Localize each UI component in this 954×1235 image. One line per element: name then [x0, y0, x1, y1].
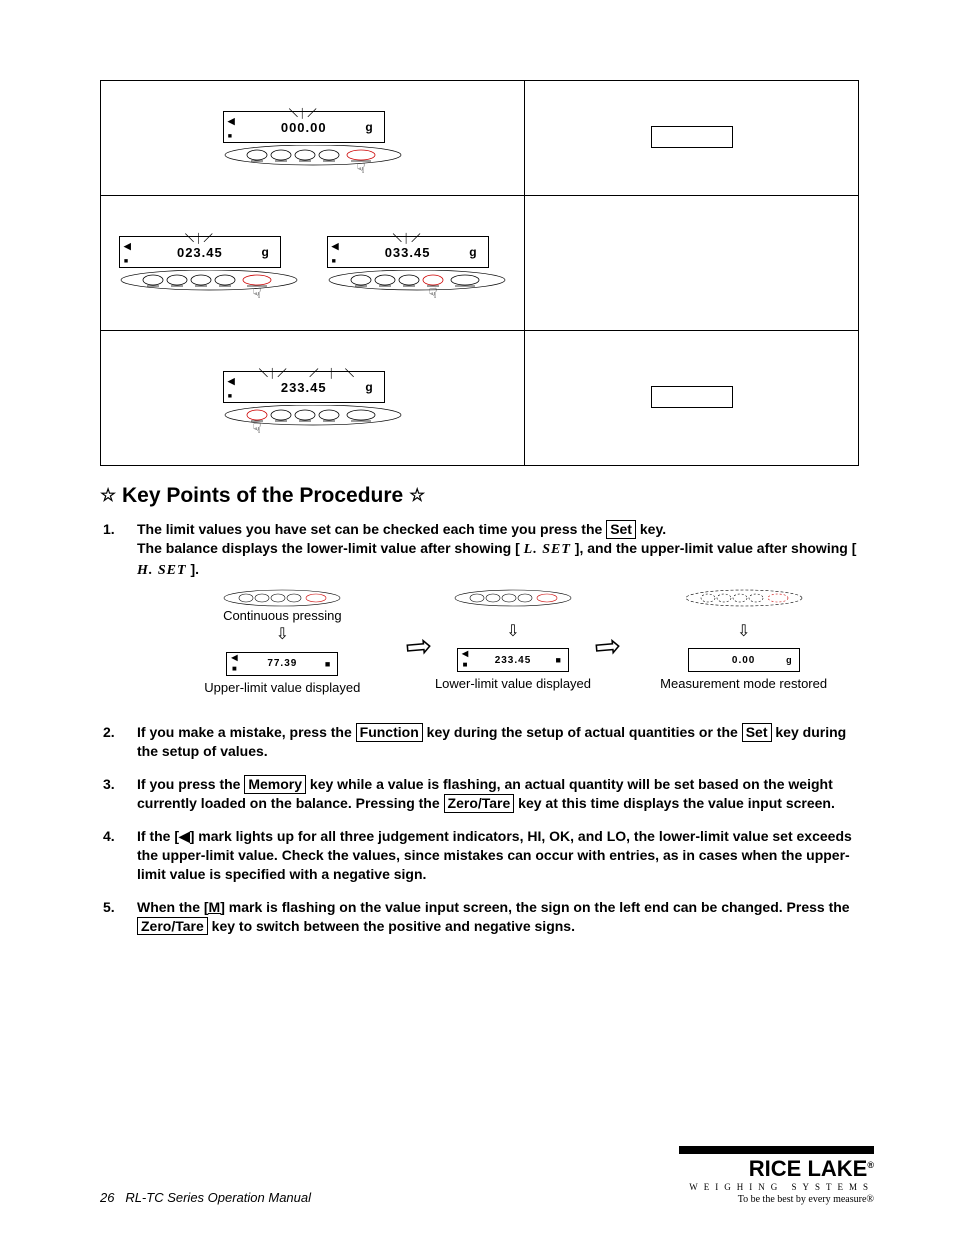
procedure-table: ◀ ＼│／ 000.00 g ■ [100, 80, 859, 466]
lcd-unit: g [365, 120, 373, 134]
lcd-value: 233.45 [495, 654, 532, 668]
text: If you make a mistake, press the [137, 724, 356, 740]
memory-key-label: Memory [244, 775, 306, 794]
button-row-2a: ☟ [119, 270, 299, 290]
text: ]. [187, 561, 199, 577]
page-footer: 26 RL-TC Series Operation Manual RICE LA… [100, 1146, 874, 1205]
brand-name: RICE LAKE® [679, 1156, 874, 1182]
keypoints-list: 1. The limit values you have set can be … [103, 520, 859, 935]
brand-tagline: To be the best by every measure® [679, 1194, 874, 1205]
list-number: 1. [103, 520, 137, 709]
diagram-cell-2: ◀ ＼│／ 023.45 g ■ [101, 196, 525, 331]
text: When the [137, 899, 204, 915]
mini-lcd-2: ◀■ 233.45 ■ [457, 648, 569, 672]
lcd-display-3: ◀ ＼│／ ／ │ ＼ 233.45 g ■ [223, 371, 385, 403]
text: ], and the upper-limit value after showi… [571, 540, 856, 556]
down-arrow-icon: ⇩ [654, 621, 834, 643]
mini-lcd-3: 0.00 g [688, 648, 800, 672]
zerotare-key-label: Zero/Tare [137, 917, 208, 936]
text: The balance displays the lower-limit val… [137, 540, 524, 556]
press-label: Continuous pressing [192, 607, 372, 625]
label-box-3 [651, 386, 733, 408]
svg-text:☟: ☟ [428, 285, 437, 298]
function-key-label: Function [356, 723, 423, 742]
text: If the [◀] mark lights up for all three … [137, 827, 859, 884]
button-row-1: ☟ [223, 145, 403, 165]
tri-figure: Continuous pressing ⇩ ◀■ 77.39 ■ Upper-l… [167, 589, 859, 696]
set-key-label: Set [742, 723, 772, 742]
text: If you press the [137, 776, 244, 792]
tri-col-1: Continuous pressing ⇩ ◀■ 77.39 ■ Upper-l… [192, 589, 372, 696]
tri-col-3: ⇩ 0.00 g Measurement mode restored [654, 589, 834, 692]
text: key during the setup of actual quantitie… [423, 724, 742, 740]
page: ◀ ＼│／ 000.00 g ■ [0, 0, 954, 1235]
lcd-unit: g [262, 245, 270, 259]
brand-bar [679, 1146, 874, 1154]
lcd-value: 0.00 [732, 654, 755, 668]
text: The limit values you have set can be che… [137, 521, 606, 537]
button-row-3: ☟ [223, 405, 403, 425]
caption-2: Lower-limit value displayed [423, 676, 603, 692]
m-mark-label: [M] [204, 899, 225, 915]
lcd-value: 033.45 [385, 245, 431, 260]
doc-name: RL-TC Series Operation Manual [125, 1190, 311, 1205]
brand-block: RICE LAKE® WEIGHING SYSTEMS To be the be… [679, 1146, 874, 1205]
label-cell-2 [525, 196, 859, 331]
lcd-unit: g [786, 654, 793, 666]
diagram-cell-3: ◀ ＼│／ ／ │ ＼ 233.45 g ■ [101, 331, 525, 466]
lset-label: L. SET [524, 542, 571, 557]
down-arrow-icon: ⇩ [192, 624, 372, 646]
page-number: 26 [100, 1190, 114, 1205]
lcd-value: 000.00 [281, 120, 327, 135]
lcd-value: 023.45 [177, 245, 223, 260]
mini-lcd-1: ◀■ 77.39 ■ [226, 652, 338, 676]
diagram-cell-1: ◀ ＼│／ 000.00 g ■ [101, 81, 525, 196]
footer-doc-title: 26 RL-TC Series Operation Manual [100, 1190, 311, 1205]
lcd-display-2a: ◀ ＼│／ 023.45 g ■ [119, 236, 281, 268]
button-row-2b: ☟ [327, 270, 507, 290]
text: mark is flashing on the value input scre… [225, 899, 850, 915]
text: key to switch between the positive and n… [208, 918, 575, 934]
caption-1: Upper-limit value displayed [192, 680, 372, 696]
lcd-value: 77.39 [267, 657, 297, 671]
text: key. [636, 521, 666, 537]
lcd-display-1: ◀ ＼│／ 000.00 g ■ [223, 111, 385, 143]
down-arrow-icon: ⇩ [423, 621, 603, 643]
svg-text:☟: ☟ [253, 285, 262, 298]
label-cell-1 [525, 81, 859, 196]
brand-subtitle: WEIGHING SYSTEMS [679, 1182, 874, 1192]
zerotare-key-label: Zero/Tare [444, 794, 515, 813]
section-title: ☆ Key Points of the Procedure ☆ [100, 484, 859, 508]
lcd-unit: g [469, 245, 477, 259]
svg-text:☟: ☟ [356, 160, 365, 173]
set-key-label: Set [606, 520, 636, 539]
list-number: 5. [103, 898, 137, 936]
lcd-value: 233.45 [281, 380, 327, 395]
text: key at this time displays the value inpu… [514, 795, 835, 811]
section-title-text: Key Points of the Procedure [122, 484, 403, 507]
label-box-1 [651, 126, 733, 148]
list-number: 4. [103, 827, 137, 884]
star-icon: ☆ [409, 485, 425, 505]
lcd-unit: g [365, 380, 373, 394]
hset-label: H. SET [137, 563, 187, 578]
tri-col-2: ⬀ ⇩ [423, 589, 603, 692]
label-cell-3 [525, 331, 859, 466]
list-number: 2. [103, 723, 137, 761]
caption-3: Measurement mode restored [654, 676, 834, 692]
list-number: 3. [103, 775, 137, 813]
star-icon: ☆ [100, 485, 116, 505]
svg-text:☟: ☟ [252, 420, 261, 433]
lcd-display-2b: ◀ ＼│／ 033.45 g ■ [327, 236, 489, 268]
